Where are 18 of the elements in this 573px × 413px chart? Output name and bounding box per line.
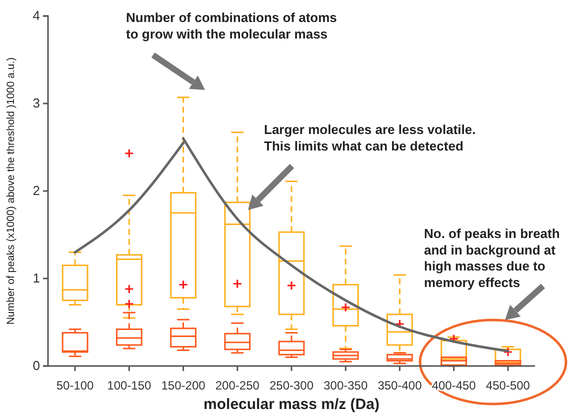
x-axis-title: molecular mass m/z (Da): [204, 396, 380, 413]
x-tick-label: 350-400: [378, 378, 422, 393]
y-tick-label: 2: [32, 183, 40, 198]
y-axis-title: Number of peaks (x1000) above the threshold )1000 a.u.): [5, 57, 17, 325]
annotation: Number of combinations of atoms to grow with the molecular mass: [126, 10, 337, 42]
x-tick-label: 150-200: [161, 378, 206, 393]
annotation: Larger molecules are less volatile. This limits what can be detected: [264, 122, 476, 154]
y-tick-label: 4: [32, 8, 40, 24]
y-tick-label: 1: [32, 270, 40, 286]
x-tick-label: 250-300: [269, 378, 314, 393]
y-tick-label: 0: [32, 358, 40, 374]
x-tick-label: 200-250: [215, 378, 260, 393]
y-tick-label: 3: [32, 96, 40, 111]
annotation: No. of peaks in breath and in background at high masses due to memory effects: [424, 226, 560, 290]
x-tick-label: 450-500: [486, 378, 530, 393]
x-tick-label: 50-100: [56, 378, 94, 393]
x-tick-label: 300-350: [324, 378, 368, 393]
x-tick-label: 100-150: [107, 378, 152, 393]
